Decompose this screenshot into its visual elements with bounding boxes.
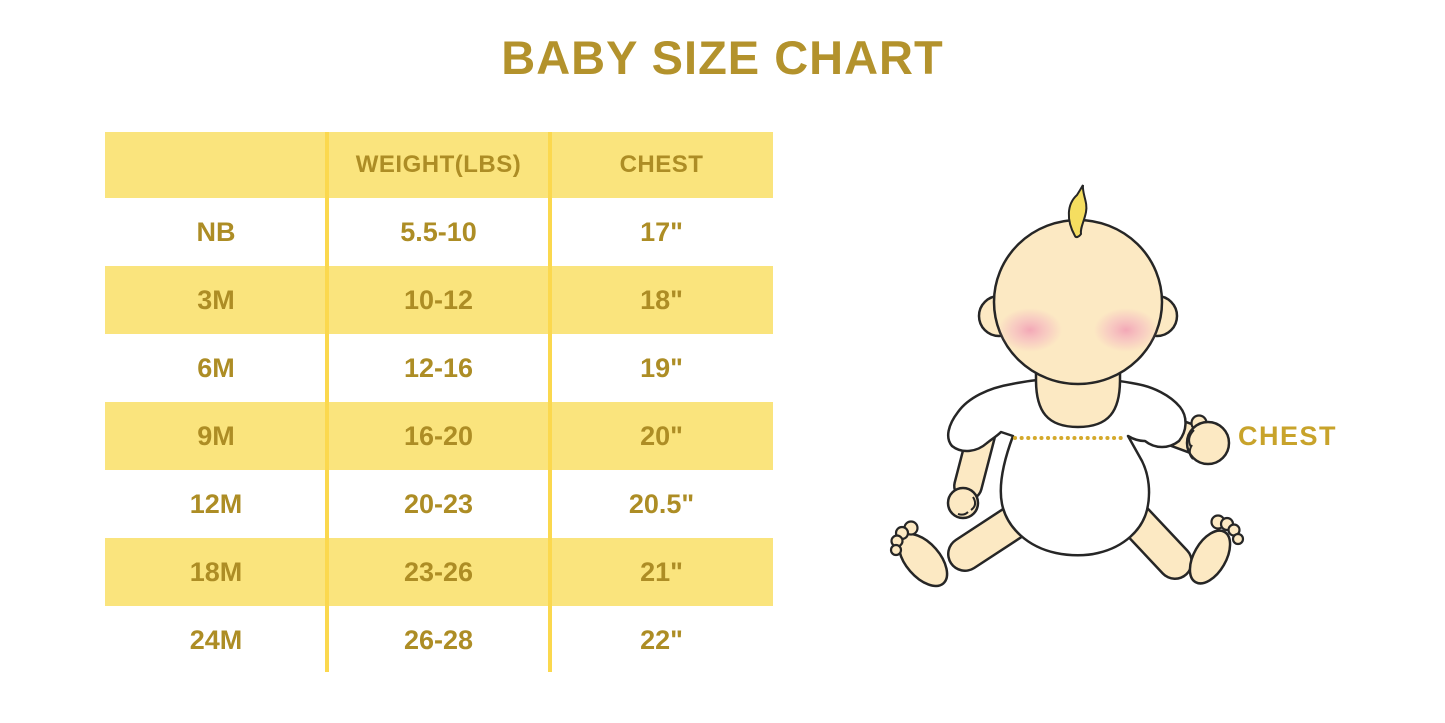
baby-left-foot <box>889 520 949 588</box>
table-row: 6M 12-16 19" <box>105 334 773 402</box>
table-row: 3M 10-12 18" <box>105 266 773 334</box>
table-row: 24M 26-28 22" <box>105 606 773 674</box>
baby-hair-curl <box>1067 184 1088 239</box>
column-header-chest: CHEST <box>619 151 704 178</box>
cell-chest: 22" <box>640 624 683 655</box>
baby-head <box>992 218 1164 386</box>
table-row: 12M 20-23 20.5" <box>105 470 773 538</box>
cell-chest: 20.5" <box>628 488 695 519</box>
cell-size: 18M <box>189 556 243 587</box>
cell-weight: 20-23 <box>403 488 474 519</box>
column-divider-1 <box>325 132 329 672</box>
baby-right-blush <box>1094 308 1158 352</box>
page-title: BABY SIZE CHART <box>501 31 944 84</box>
cell-weight: 12-16 <box>403 352 474 383</box>
cell-size: 12M <box>189 488 243 519</box>
baby-right-fist <box>1185 414 1231 466</box>
cell-size: 6M <box>197 352 235 383</box>
baby-shirt <box>946 376 1187 557</box>
baby-illustration <box>889 184 1245 588</box>
cell-chest: 20" <box>640 420 683 451</box>
cell-chest: 17" <box>640 216 683 247</box>
baby-left-blush <box>998 308 1062 352</box>
cell-weight: 16-20 <box>403 420 474 451</box>
table-row: 18M 23-26 21" <box>105 538 773 606</box>
cell-size: 9M <box>197 420 235 451</box>
cell-chest: 21" <box>640 556 683 587</box>
cell-weight: 23-26 <box>403 556 474 587</box>
size-table: WEIGHT(LBS) CHEST NB 5.5-10 17" 3M 10-12… <box>105 132 773 674</box>
cell-weight: 26-28 <box>403 624 474 655</box>
chest-label: CHEST <box>1238 421 1338 451</box>
column-divider-2 <box>548 132 552 672</box>
table-row: 9M 16-20 20" <box>105 402 773 470</box>
cell-size: 3M <box>197 284 235 315</box>
cell-chest: 18" <box>640 284 683 315</box>
baby-left-hand <box>946 486 980 520</box>
cell-chest: 19" <box>640 352 683 383</box>
table-row: NB 5.5-10 17" <box>105 198 773 266</box>
table-header-row: WEIGHT(LBS) CHEST <box>105 132 773 198</box>
cell-size: NB <box>196 216 236 247</box>
cell-weight: 10-12 <box>403 284 474 315</box>
baby-right-foot <box>1188 514 1245 585</box>
column-header-weight: WEIGHT(LBS) <box>355 151 522 178</box>
cell-weight: 5.5-10 <box>400 216 477 247</box>
cell-size: 24M <box>189 624 243 655</box>
